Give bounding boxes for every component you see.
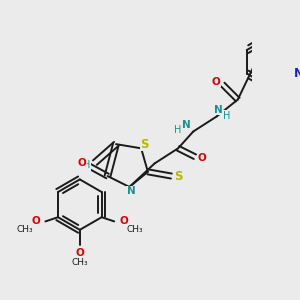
Text: S: S <box>140 138 149 151</box>
Text: N: N <box>294 67 300 80</box>
Text: O: O <box>75 248 84 257</box>
Text: CH₃: CH₃ <box>71 258 88 267</box>
Text: O: O <box>119 216 128 226</box>
Text: CH₃: CH₃ <box>16 225 33 234</box>
Text: H: H <box>223 111 230 121</box>
Text: N: N <box>127 186 135 196</box>
Text: O: O <box>78 158 87 168</box>
Text: H: H <box>83 160 90 170</box>
Text: O: O <box>197 153 206 164</box>
Text: H: H <box>174 125 182 135</box>
Text: O: O <box>212 77 220 87</box>
Text: CH₃: CH₃ <box>127 225 144 234</box>
Text: S: S <box>174 169 182 182</box>
Text: N: N <box>182 120 191 130</box>
Text: O: O <box>32 216 40 226</box>
Text: N: N <box>214 105 223 115</box>
